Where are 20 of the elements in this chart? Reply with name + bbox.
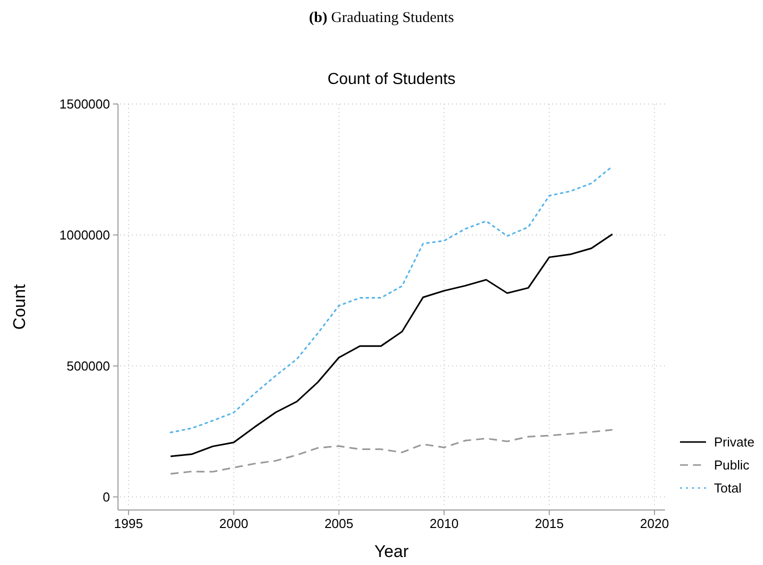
legend-label: Private [714,434,754,450]
y-tick-label: 1000000 [59,228,110,243]
y-axis-title: Count [10,284,29,330]
text: (b) Graduating Students [309,10,454,26]
y-tick-label: 500000 [66,358,110,374]
x-tick-label: 2005 [324,516,354,531]
x-tick-label: 2010 [430,516,459,531]
line-series [170,429,614,475]
x-axis-title: Year [374,542,410,561]
y-tick-label: 1500000 [59,96,110,112]
legend-label: Total [714,480,742,496]
y-tick-label: 0 [102,489,110,504]
x-tick-label: 2015 [534,516,564,531]
x-tick-label: 1995 [114,516,143,531]
x-tick-label: 2000 [219,516,248,531]
x-tick-label: 2020 [640,516,669,531]
chart-title: Count of Students [327,71,456,88]
line-series [170,166,614,434]
legend-label: Public [714,458,750,473]
line-series [170,233,614,458]
